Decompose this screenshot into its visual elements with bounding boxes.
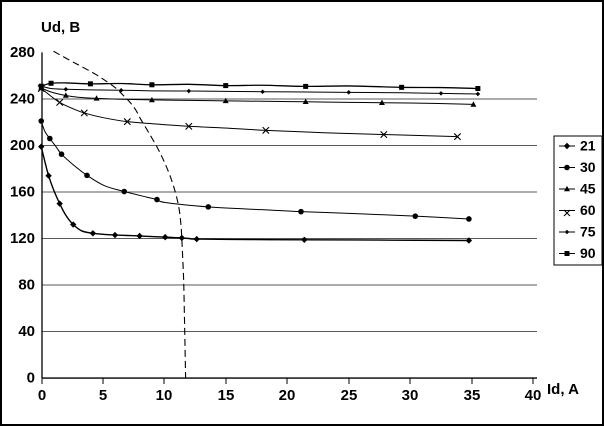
svg-text:Ud, B: Ud, B	[41, 19, 80, 36]
svg-text:21: 21	[580, 138, 596, 154]
svg-text:20: 20	[279, 387, 296, 404]
svg-text:35: 35	[464, 387, 481, 404]
svg-text:280: 280	[10, 44, 35, 61]
svg-text:200: 200	[10, 137, 35, 154]
svg-text:75: 75	[580, 224, 596, 240]
svg-text:60: 60	[580, 202, 596, 218]
svg-text:Id, A: Id, A	[547, 381, 579, 398]
svg-text:160: 160	[10, 184, 35, 201]
svg-text:25: 25	[341, 387, 358, 404]
svg-text:30: 30	[580, 159, 596, 175]
svg-text:15: 15	[218, 387, 235, 404]
svg-text:0: 0	[38, 387, 46, 404]
svg-text:5: 5	[99, 387, 107, 404]
svg-text:45: 45	[580, 181, 596, 197]
svg-text:120: 120	[10, 230, 35, 247]
svg-text:90: 90	[580, 245, 596, 261]
svg-text:240: 240	[10, 91, 35, 108]
svg-text:30: 30	[402, 387, 419, 404]
svg-text:40: 40	[525, 387, 542, 404]
svg-text:80: 80	[18, 277, 35, 294]
svg-text:0: 0	[27, 370, 35, 387]
svg-text:40: 40	[18, 323, 35, 340]
svg-text:10: 10	[156, 387, 173, 404]
